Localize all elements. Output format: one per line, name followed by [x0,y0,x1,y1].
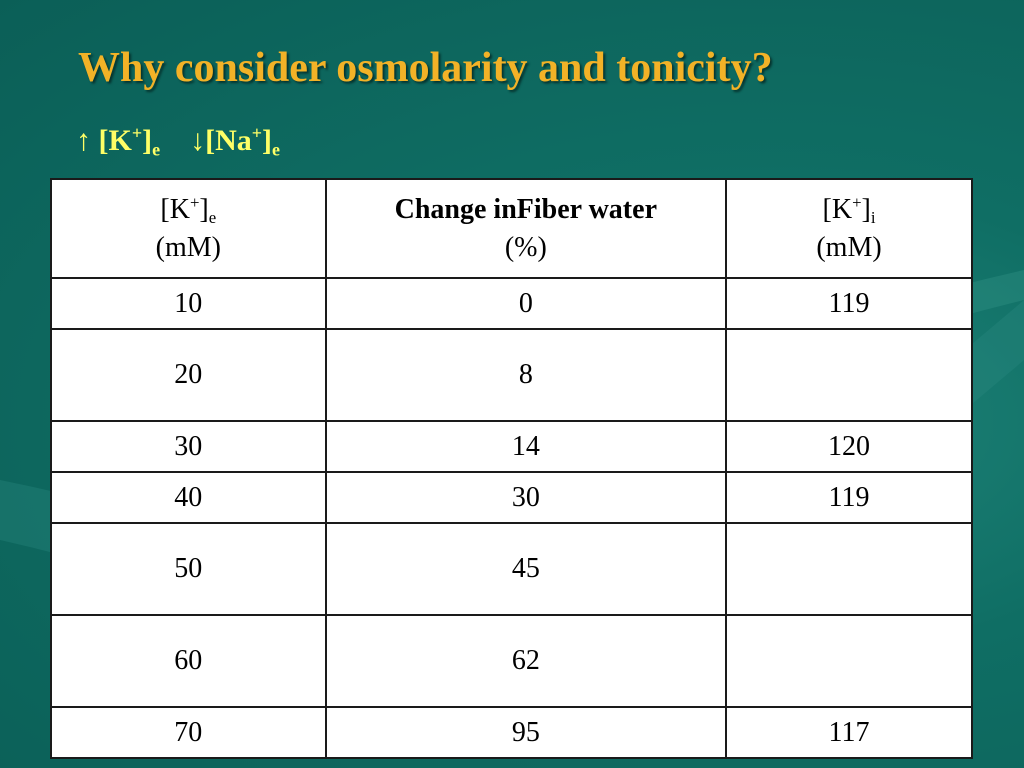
superscript: + [131,123,143,144]
subscript: e [272,139,281,160]
table-row: 20 8 [50,328,973,422]
table-cell: 95 [324,706,728,759]
table-row: 70 95 117 [50,706,973,759]
table-cell: 30 [50,420,327,473]
subtitle-text: ] [142,124,153,157]
table-row: 10 0 119 [50,277,973,330]
table-cell: 60 [50,614,327,708]
table-body: 10 0 119 20 8 30 14 120 40 30 119 50 45 60 62 70 95 117 [50,277,973,759]
data-table: [K+]e (mM) Change inFiber water (%) [K+]i(… [50,178,973,759]
slide-title: Why consider osmolarity and tonicity? [78,45,773,91]
table-cell: 14 [324,420,728,473]
table-cell: 119 [725,277,973,330]
header-text: [K [822,193,853,225]
header-cell: [K+]i (mM) [725,178,973,279]
table-cell: 62 [324,614,728,708]
table-cell: 20 [50,328,327,422]
table-row: 30 14 120 [50,420,973,473]
header-row: [K+]e (mM) Change inFiber water (%) [K+]i(… [50,178,973,279]
table-cell: 10 [50,277,327,330]
header-cell: Change inFiber water (%) [324,178,728,279]
table-cell: 50 [50,522,327,616]
subtitle: ↑ [K+]e ↓[Na+]e [76,124,280,158]
subscript: e [208,207,217,227]
header-text: ] [861,193,871,225]
header-unit: (%) [504,231,547,263]
table-cell [725,522,973,616]
table-cell: 120 [725,420,973,473]
table-cell: 70 [50,706,327,759]
table-cell: 45 [324,522,728,616]
table-row: 60 62 [50,614,973,708]
subtitle-text: ↓[Na [190,124,252,157]
table-row: 50 45 [50,522,973,616]
header-text: [K [160,193,190,225]
subtitle-text: ↑ [K [76,124,132,157]
table-cell: 30 [324,471,728,524]
superscript: + [852,192,862,212]
subscript: i [870,207,876,227]
table-cell [725,614,973,708]
header-unit: (mM) [816,231,882,263]
table-cell: 117 [725,706,973,759]
header-text: ] [199,193,209,225]
header-cell: [K+]e (mM) [50,178,327,279]
subtitle-text: ] [262,124,273,157]
table-cell [725,328,973,422]
table-cell: 0 [324,277,728,330]
subscript: e [152,139,161,160]
table-row: 40 30 119 [50,471,973,524]
table-cell: 40 [50,471,327,524]
superscript: + [251,123,263,144]
table-cell: 8 [324,328,728,422]
header-text: Change inFiber water [394,193,657,225]
table-cell: 119 [725,471,973,524]
superscript: + [189,192,200,212]
header-unit: (mM) [155,231,221,263]
